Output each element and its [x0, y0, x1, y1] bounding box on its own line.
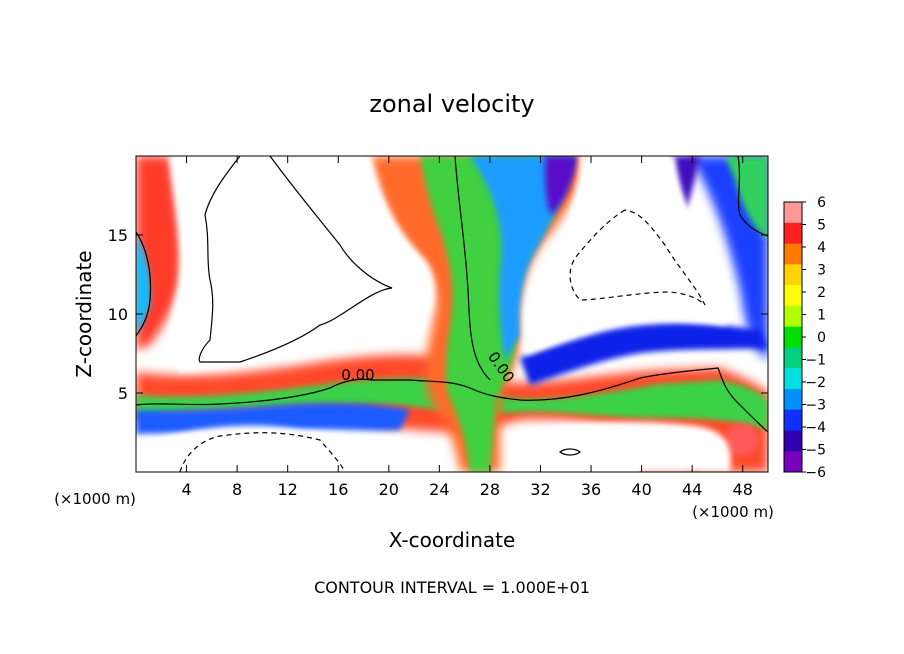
- x-tick-label: 4: [181, 480, 191, 499]
- x-tick-label: 48: [733, 480, 753, 499]
- colorbar-swatch: [784, 285, 802, 307]
- contour-zero-right: [737, 156, 768, 237]
- field-blue-band: [136, 403, 410, 434]
- colorbar-swatch: [784, 326, 802, 348]
- y-tick-label: 5: [118, 384, 128, 403]
- field-right-strip-purple: [670, 156, 700, 210]
- contour-label: 0.00: [341, 366, 374, 384]
- field-pocket-upper-left: [170, 156, 435, 372]
- colorbar-label: 2: [817, 285, 826, 301]
- colorbar-swatch: [784, 202, 802, 224]
- chart-title: zonal velocity: [369, 90, 534, 118]
- colorbar-swatch: [784, 451, 802, 473]
- x-tick-label: 8: [232, 480, 242, 499]
- y-tick-label: 10: [108, 305, 128, 324]
- field-pocket-lower-mid: [520, 421, 731, 472]
- contour-zero-vertical: [454, 156, 491, 381]
- x-tick-label: 40: [631, 480, 651, 499]
- contour-zero-lower: [136, 367, 768, 433]
- colorbar-label: 0: [817, 330, 826, 346]
- colorbar-swatch: [784, 305, 802, 328]
- x-tick-label: 12: [278, 480, 298, 499]
- colorbar-swatch: [784, 264, 802, 286]
- colorbar: 6 5 4 3 2 1 0 −1 −2 −3 −4 −5 −6: [783, 195, 826, 481]
- x-tick-label: 36: [581, 480, 601, 499]
- contour-interval-footer: CONTOUR INTERVAL = 1.000E+01: [314, 578, 590, 597]
- colorbar-swatch: [784, 430, 802, 452]
- x-axis: 4 8 12 16 20 24 28 32 36 40 44 48: [181, 156, 753, 499]
- colorbar-label: 4: [817, 240, 826, 256]
- field-blob: [726, 424, 758, 456]
- colorbar-label: −6: [805, 465, 826, 481]
- colorbar-swatch: [784, 347, 802, 369]
- plot-area: [136, 156, 768, 472]
- field-central-column-purple: [545, 156, 578, 215]
- x-tick-label: 20: [379, 480, 399, 499]
- field-pocket-lower-left: [150, 425, 375, 472]
- colorbar-label: 3: [817, 263, 826, 279]
- x-tick-label: 24: [429, 480, 449, 499]
- contour-small-loop: [559, 448, 581, 456]
- colorbar-label: −3: [805, 398, 826, 414]
- contour-negative-bottom: [179, 432, 346, 472]
- colorbar-swatch: [784, 222, 802, 245]
- contour-zero-left: [136, 231, 152, 337]
- colorbar-label: 6: [817, 195, 826, 211]
- x-tick-label: 32: [530, 480, 550, 499]
- colorbar-label: −4: [805, 420, 826, 436]
- field-pocket-upper-right: [523, 156, 732, 355]
- contour-negative-loop: [569, 209, 706, 306]
- x-axis-label: X-coordinate: [389, 528, 516, 552]
- y-axis-label: Z-coordinate: [72, 250, 96, 377]
- field-right-strip-green: [725, 156, 768, 240]
- colorbar-label: −2: [805, 375, 826, 391]
- field-left-cyan: [136, 235, 151, 335]
- y-axis: 5 10 15: [108, 226, 768, 403]
- colorbar-label: 1: [817, 308, 826, 324]
- x-tick-label: 16: [328, 480, 348, 499]
- colorbar-swatch: [784, 243, 802, 265]
- colorbar-label: −1: [805, 353, 826, 369]
- contour-positive-loop: [198, 156, 393, 363]
- field-central-column-cyan: [470, 156, 572, 360]
- x-tick-label: 28: [480, 480, 500, 499]
- colorbar-label: 5: [817, 218, 826, 234]
- colorbar-swatch: [784, 409, 802, 431]
- colorbar-swatch: [784, 388, 802, 411]
- colorbar-label: −5: [805, 443, 826, 459]
- x-tick-label: 44: [682, 480, 702, 499]
- x-unit-left: (×1000 m): [54, 490, 136, 508]
- colorbar-swatch: [784, 368, 802, 390]
- y-tick-label: 15: [108, 226, 128, 245]
- x-unit-right: (×1000 m): [692, 503, 774, 521]
